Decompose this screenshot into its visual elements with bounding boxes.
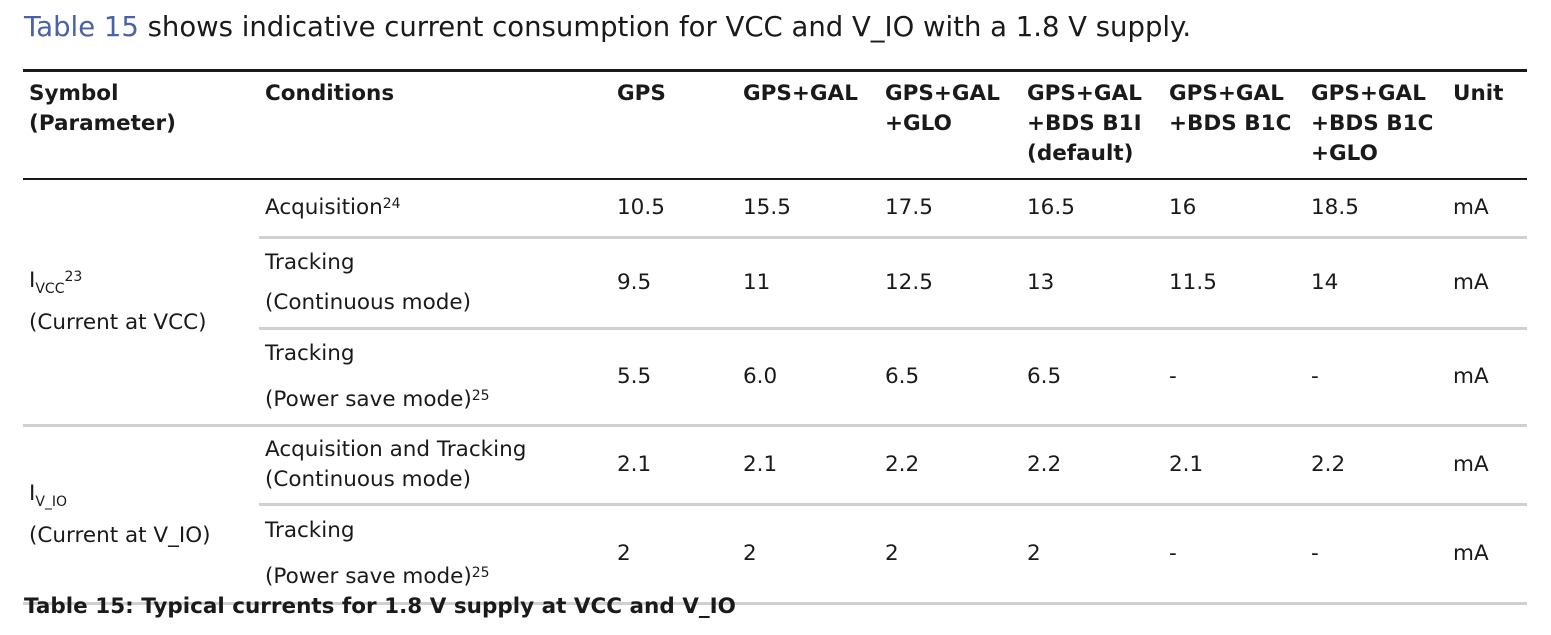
condition-cell: Tracking (Continuous mode) [259,237,611,330]
value-cell: 2 [879,504,1021,605]
intro-paragraph: Table 15 shows indicative current consum… [24,8,1191,46]
value-cell: 16.5 [1021,179,1163,239]
table-reference-link[interactable]: Table 15 [24,11,139,43]
current-consumption-table: Symbol (Parameter) Conditions GPS GPS+GAL… [23,69,1527,605]
header-gps-gal-bds-b1c-glo: GPS+GAL +BDS B1C +GLO [1305,69,1447,180]
unit-cell: mA [1447,425,1527,506]
symbol-cell-iv-io: IV_IO (Current at V_IO) [23,425,259,605]
header-symbol: Symbol (Parameter) [23,69,259,180]
unit-cell: mA [1447,237,1527,330]
condition-cell: Acquisition24 [259,179,611,239]
condition-cell: Tracking (Power save mode)25 [259,504,611,605]
condition-cell: Acquisition and Tracking (Continuous mode… [259,425,611,506]
value-cell: - [1163,328,1305,427]
value-cell: 10.5 [611,179,737,239]
condition-cell: Tracking (Power save mode)25 [259,328,611,427]
header-gps-gal: GPS+GAL [737,69,879,180]
table-row: IVCC23 (Current at VCC) Acquisition24 10… [23,179,1527,427]
value-cell: 6.0 [737,328,879,427]
table-row: Tracking (Continuous mode) 9.5 11 12.5 13… [23,237,1527,330]
value-cell: - [1163,504,1305,605]
value-cell: 6.5 [879,328,1021,427]
header-conditions: Conditions [259,69,611,180]
header-gps-gal-glo: GPS+GAL +GLO [879,69,1021,180]
value-cell: 2 [611,504,737,605]
value-cell: 2.1 [1163,425,1305,506]
value-cell: - [1305,328,1447,427]
symbol-subscript: V_IO [35,493,68,510]
table-row: Tracking (Power save mode)25 5.5 6.0 6.5 … [23,328,1527,427]
header-gps: GPS [611,69,737,180]
symbol-cell-ivcc: IVCC23 (Current at VCC) [23,179,259,427]
unit-cell: mA [1447,328,1527,427]
symbol-main: I [29,268,36,293]
value-cell: 2.2 [1305,425,1447,506]
value-cell: 5.5 [611,328,737,427]
value-cell: 2 [1021,504,1163,605]
value-cell: 2 [737,504,879,605]
header-gps-gal-bds-b1c: GPS+GAL +BDS B1C [1163,69,1305,180]
symbol-subscript: VCC [35,281,65,297]
value-cell: 2.2 [1021,425,1163,506]
value-cell: 2.1 [737,425,879,506]
value-cell: 18.5 [1305,179,1447,239]
footnote-ref[interactable]: 25 [471,565,490,581]
unit-cell: mA [1447,179,1527,239]
intro-text: shows indicative current consumption for… [138,11,1192,43]
symbol-main: I [29,480,36,506]
parameter-label: (Current at V_IO) [29,522,211,548]
value-cell: 9.5 [611,237,737,330]
unit-cell: mA [1447,504,1527,605]
value-cell: 11 [737,237,879,330]
value-cell: 12.5 [879,237,1021,330]
header-unit: Unit [1447,69,1527,180]
value-cell: 14 [1305,237,1447,330]
footnote-ref[interactable]: 23 [64,269,83,285]
value-cell: 11.5 [1163,237,1305,330]
table-row: IV_IO (Current at V_IO) Acquisition and … [23,425,1527,605]
table-caption: Table 15: Typical currents for 1.8 V sup… [24,594,736,619]
value-cell: 17.5 [879,179,1021,239]
parameter-label: (Current at VCC) [29,310,207,335]
value-cell: - [1305,504,1447,605]
value-cell: 15.5 [737,179,879,239]
header-gps-gal-bds-b1i: GPS+GAL +BDS B1I (default) [1021,69,1163,180]
table-header-row: Symbol (Parameter) Conditions GPS GPS+GAL… [23,69,1527,180]
value-cell: 13 [1021,237,1163,330]
footnote-ref[interactable]: 25 [471,388,490,404]
footnote-ref[interactable]: 24 [382,196,401,212]
value-cell: 2.2 [879,425,1021,506]
value-cell: 16 [1163,179,1305,239]
value-cell: 2.1 [611,425,737,506]
value-cell: 6.5 [1021,328,1163,427]
table-row: Tracking (Power save mode)25 2 2 2 2 - - … [23,504,1527,605]
